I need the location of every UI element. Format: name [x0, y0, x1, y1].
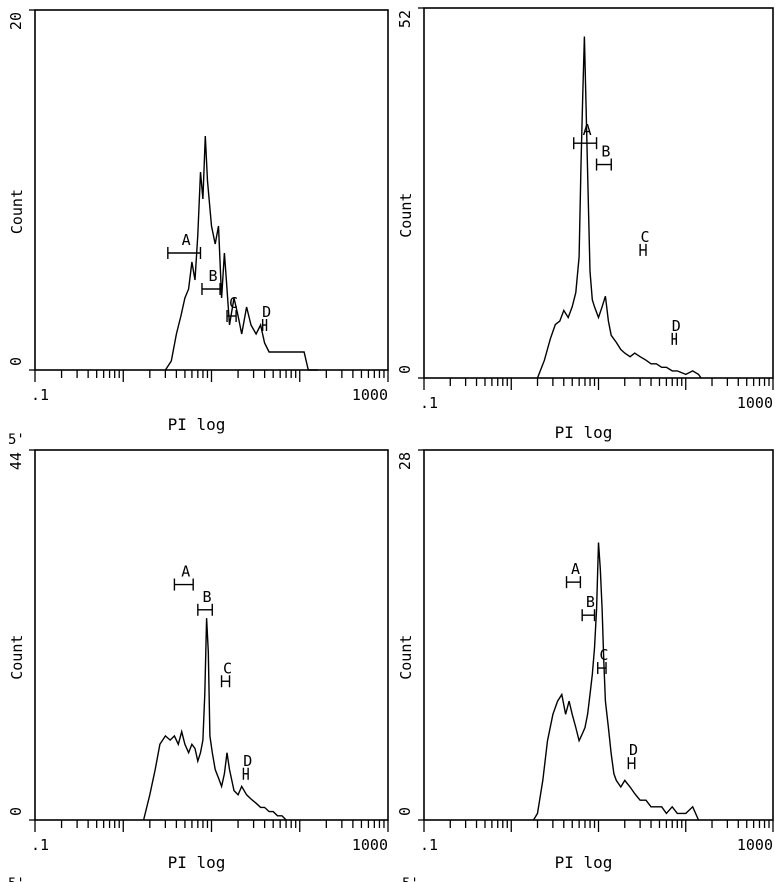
corner-text: 5': [402, 876, 419, 882]
histogram-svg: .1 1000 0 44 PI log Count 5' AB C D: [7, 449, 389, 882]
gate-marker-label: C: [229, 294, 238, 312]
gate-marker-label: B: [203, 588, 212, 606]
x-tick-label: .1: [420, 394, 438, 412]
y-tick-label: 0: [396, 807, 414, 816]
x-tick-label: .1: [420, 836, 438, 854]
panel-label-box: [60, 482, 135, 560]
y-tick-label: 0: [7, 807, 25, 816]
y-tick-label: 0: [7, 357, 25, 366]
histogram-svg: .1 1000 0 28 PI log Count 5' AB C D: [396, 449, 774, 882]
x-tick-label: .1: [31, 836, 49, 854]
x-axis-label: PI log: [168, 853, 226, 872]
y-axis-label: Count: [397, 635, 415, 680]
x-tick-label: 1000: [737, 394, 773, 412]
x-axis-label: PI log: [555, 423, 613, 442]
gate-marker-label: D: [243, 752, 252, 770]
y-axis-label: Count: [8, 635, 26, 680]
x-axis-label: PI log: [555, 853, 613, 872]
x-tick-label: 1000: [352, 386, 388, 404]
gate-marker-label: A: [583, 121, 592, 139]
histogram-line: [164, 135, 318, 371]
panel-label-box: [444, 44, 519, 122]
histogram-line: [142, 618, 287, 821]
gate-marker-label: D: [629, 741, 638, 759]
panel-label-box: [60, 44, 135, 122]
panel-label-box: [444, 482, 519, 560]
histogram-svg: .1 1000 0 52 PI log Count AB C D: [396, 7, 774, 442]
gate-marker-label: A: [182, 231, 191, 249]
x-axis-label: PI log: [168, 415, 226, 434]
y-tick-label: 0: [396, 365, 414, 374]
gate-marker-label: D: [672, 317, 681, 335]
gate-marker-label: C: [641, 228, 650, 246]
gate-marker-label: C: [223, 659, 232, 677]
histogram-svg: .1 1000 0 20 PI log Count 5' ABC D: [7, 9, 389, 448]
gate-marker-label: B: [208, 267, 217, 285]
gate-marker-label: B: [586, 593, 595, 611]
gate-marker-label: B: [601, 143, 610, 161]
x-tick-label: 1000: [737, 836, 773, 854]
x-tick-label: 1000: [352, 836, 388, 854]
y-tick-label: 28: [396, 452, 414, 470]
corner-text: 5': [8, 432, 25, 448]
y-tick-label: 20: [7, 12, 25, 30]
y-axis-label: Count: [8, 189, 26, 234]
histogram-line: [532, 542, 700, 821]
gate-marker-label: A: [571, 560, 580, 578]
corner-text: 5': [8, 876, 25, 882]
gate-marker-label: A: [181, 563, 190, 581]
y-tick-label: 52: [396, 10, 414, 28]
y-tick-label: 44: [7, 452, 25, 470]
gate-marker-label: C: [599, 646, 608, 664]
x-tick-label: .1: [31, 386, 49, 404]
y-axis-label: Count: [397, 193, 415, 238]
gate-marker-label: D: [262, 303, 271, 321]
histogram-line: [536, 36, 702, 379]
